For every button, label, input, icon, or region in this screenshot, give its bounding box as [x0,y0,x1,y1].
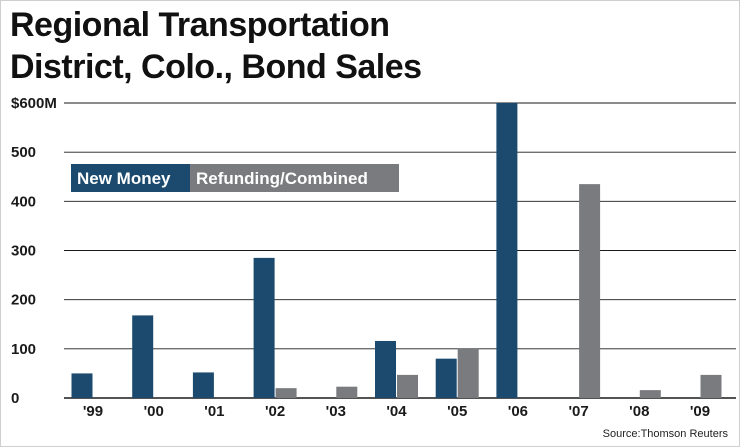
y-tick-label: 200 [11,292,36,309]
bar-new-money [71,373,93,398]
bar-refunding [336,386,358,398]
chart-title-line-1: Regional Transportation [10,6,390,44]
bars [71,103,722,398]
legend-label-refunding: Refunding/Combined [196,169,368,188]
bar-new-money [192,372,214,398]
legend-swatch [71,164,190,192]
x-tick-label: '04 [386,403,407,420]
source-note: Source:Thomson Reuters [603,428,729,440]
bar-refunding [397,374,418,398]
y-tick-label: 0 [11,390,19,407]
legend-swatch [190,164,399,192]
bar-refunding [457,348,479,398]
bar-new-money [253,257,275,398]
x-tick-label: '99 [83,403,103,420]
y-tick-label: 500 [11,144,36,161]
chart-title-line-2: District, Colo., Bond Sales [10,48,422,86]
y-tick-label: 100 [11,341,36,358]
x-tick-label: '03 [326,403,346,420]
bar-refunding [579,184,601,398]
bar-new-money [375,340,396,398]
x-tick-label: '01 [204,403,224,420]
grid-lines [64,102,736,399]
x-tick-label: '07 [568,403,588,420]
x-tick-label: '06 [508,403,528,420]
x-tick-label: '05 [447,403,467,420]
y-axis-ticks: 0 100 200 300 400 500 $600M [11,95,57,407]
bar-refunding [275,388,297,398]
y-tick-label: $600M [11,95,57,112]
x-tick-label: '08 [629,403,649,420]
bar-refunding [639,390,661,398]
y-tick-label: 400 [11,193,36,210]
legend: New Money Refunding/Combined [71,164,399,192]
y-tick-label: 300 [11,243,36,260]
x-axis-ticks: '99 '00 '01 '02 '03 '04 '05 '06 '07 '08 '09 [83,403,710,420]
legend-label-new-money: New Money [77,169,171,188]
chart-title: Regional Transportation District, Colo.,… [10,4,422,88]
x-tick-label: '09 [690,403,710,420]
bar-new-money [435,358,457,398]
x-tick-label: '00 [144,403,164,420]
x-tick-label: '02 [265,403,285,420]
bar-new-money [132,315,154,398]
bar-refunding [700,374,722,398]
bar-new-money [496,103,518,398]
